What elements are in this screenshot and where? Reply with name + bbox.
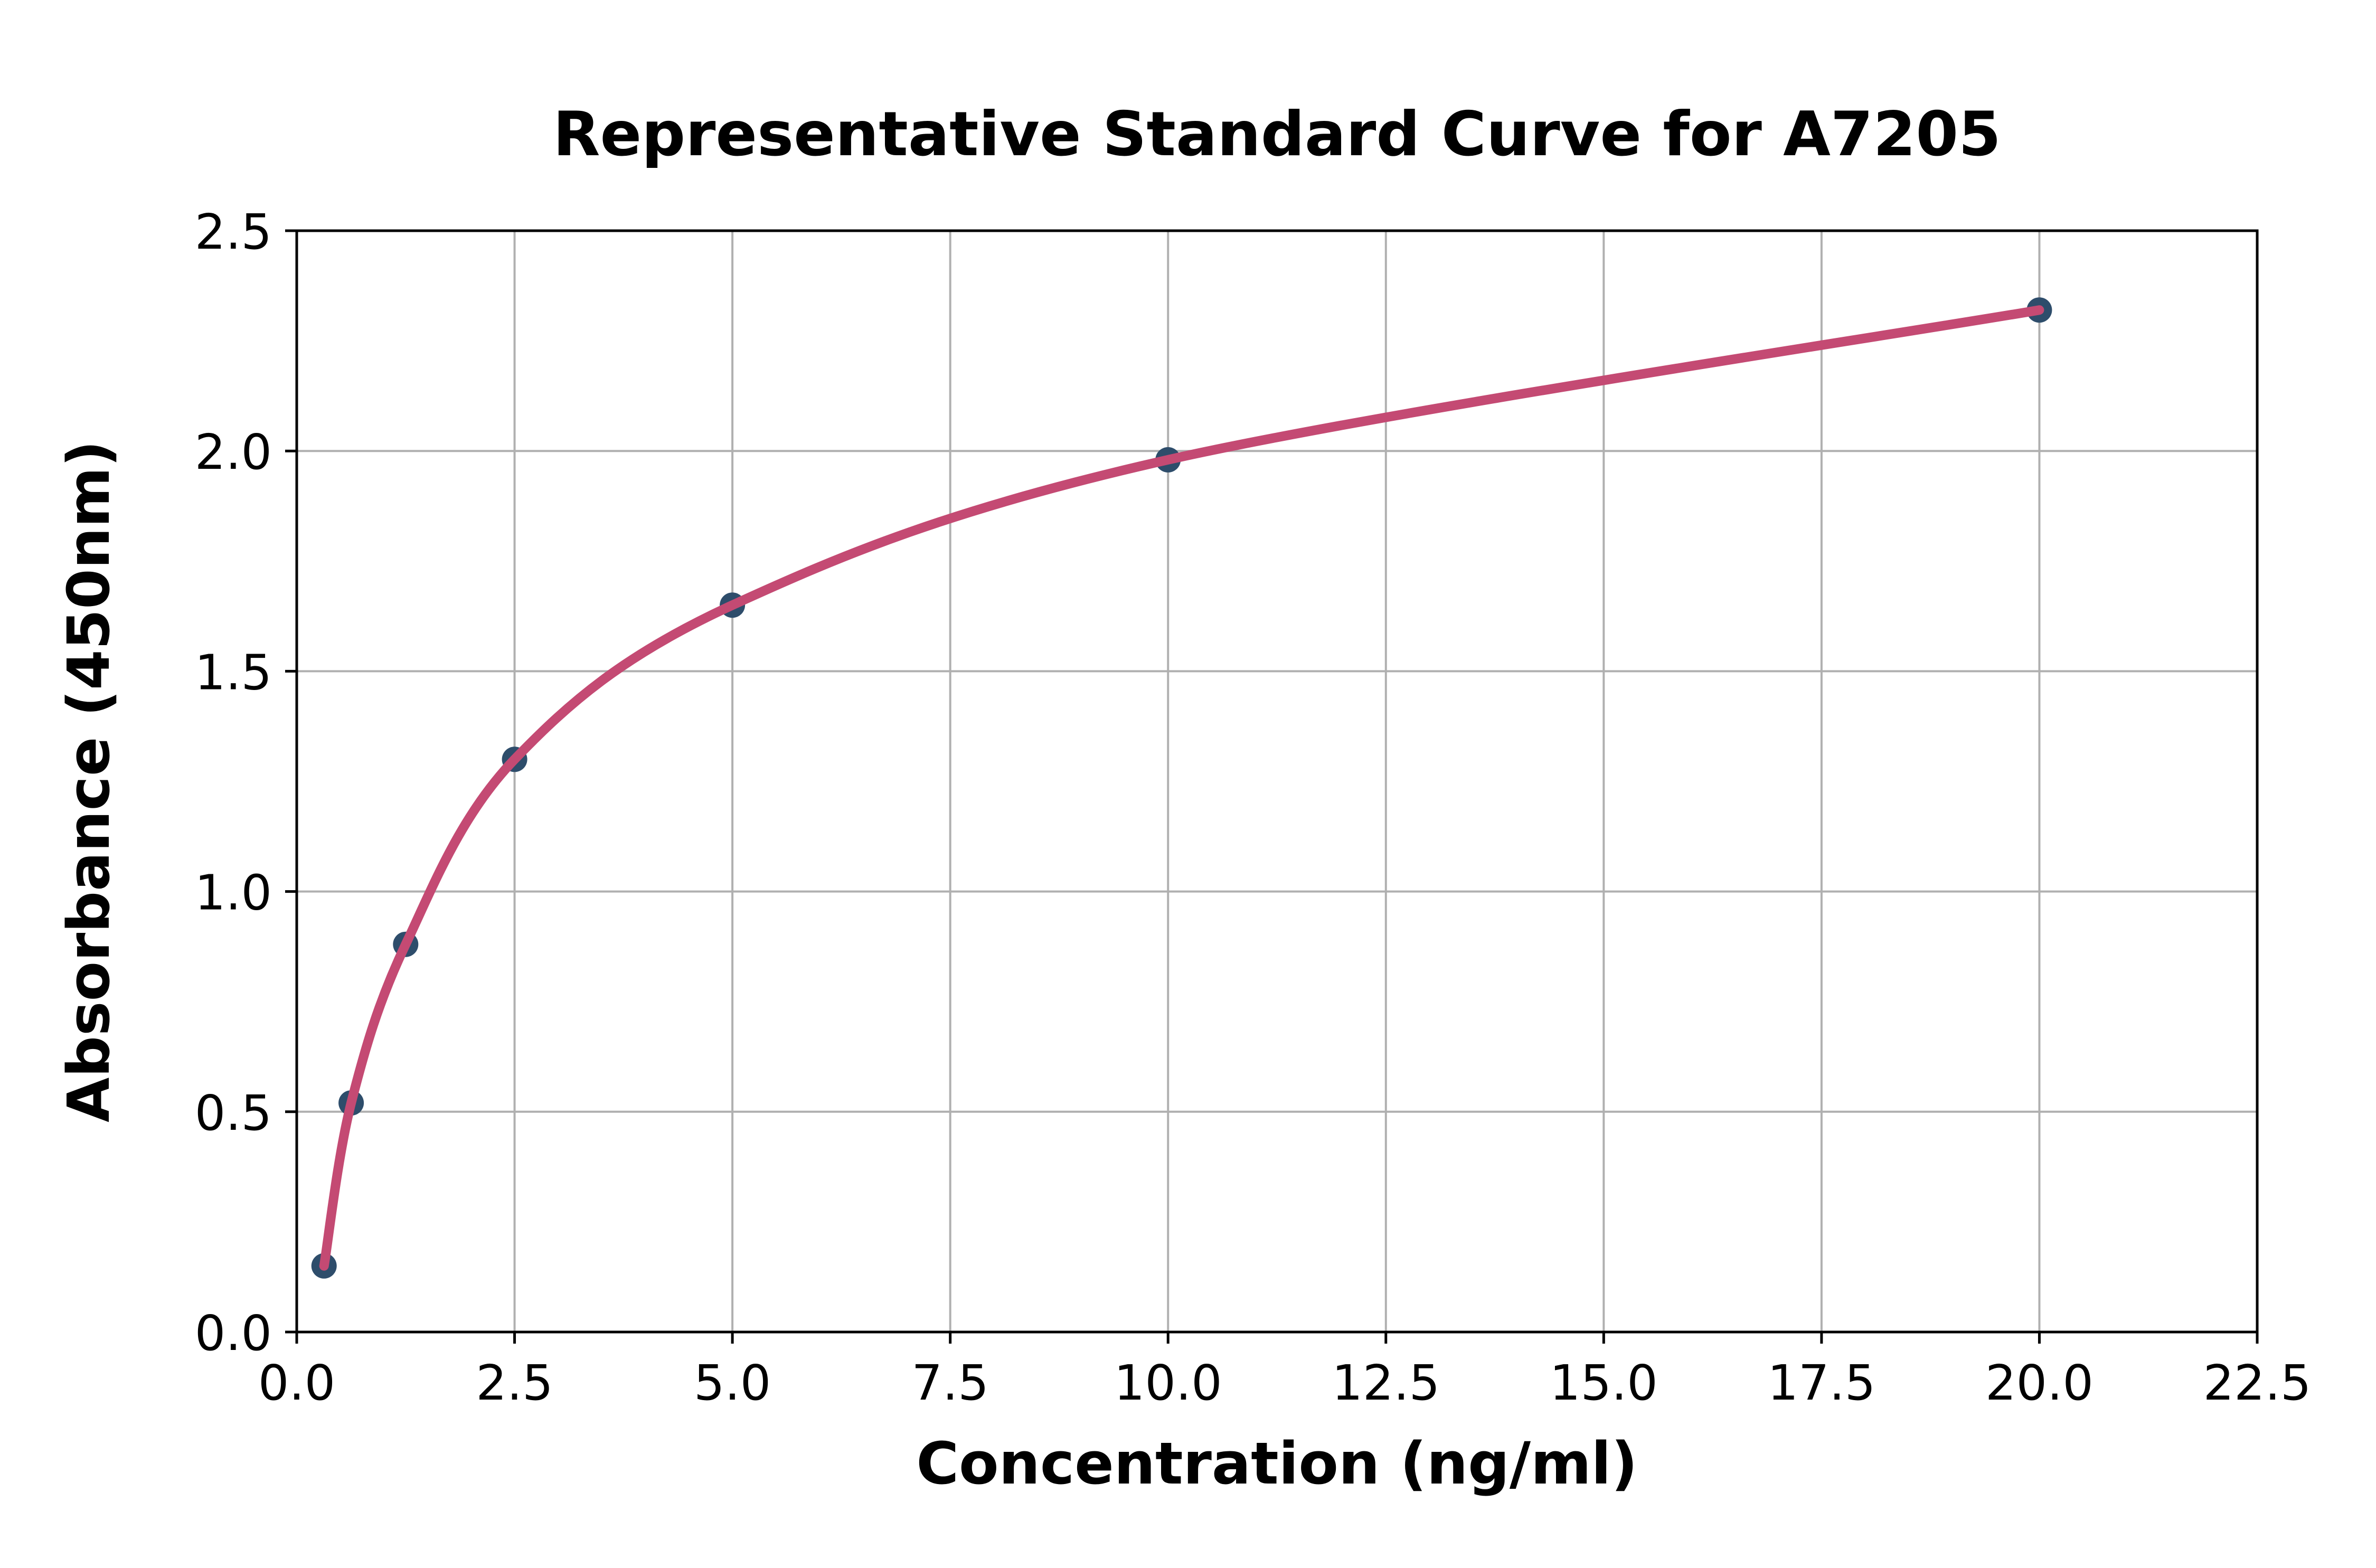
y-tick-label: 2.5 bbox=[195, 204, 272, 260]
x-tick-label: 17.5 bbox=[1767, 1355, 1875, 1411]
chart-title: Representative Standard Curve for A7205 bbox=[553, 99, 2001, 170]
x-tick-label: 5.0 bbox=[694, 1355, 771, 1411]
x-tick-label: 10.0 bbox=[1114, 1355, 1222, 1411]
y-tick-label: 0.5 bbox=[195, 1085, 272, 1141]
plot-border bbox=[295, 229, 2259, 1334]
x-tick-label: 15.0 bbox=[1550, 1355, 1658, 1411]
y-tick-label: 2.0 bbox=[195, 424, 272, 480]
y-tick-label: 0.0 bbox=[195, 1305, 272, 1362]
x-tick-label: 7.5 bbox=[912, 1355, 989, 1411]
x-tick-label: 22.5 bbox=[2203, 1355, 2312, 1411]
x-tick-label: 12.5 bbox=[1332, 1355, 1440, 1411]
x-tick-label: 20.0 bbox=[1985, 1355, 2094, 1411]
x-tick-label: 2.5 bbox=[476, 1355, 553, 1411]
y-tick-label: 1.5 bbox=[195, 644, 272, 701]
fitted-curve bbox=[319, 305, 2044, 1271]
x-axis-title: Concentration (ng/ml) bbox=[916, 1430, 1638, 1497]
y-tick-label: 1.0 bbox=[195, 865, 272, 921]
x-tick-label: 0.0 bbox=[258, 1355, 335, 1411]
y-axis-title: Absorbance (450nm) bbox=[55, 440, 122, 1122]
